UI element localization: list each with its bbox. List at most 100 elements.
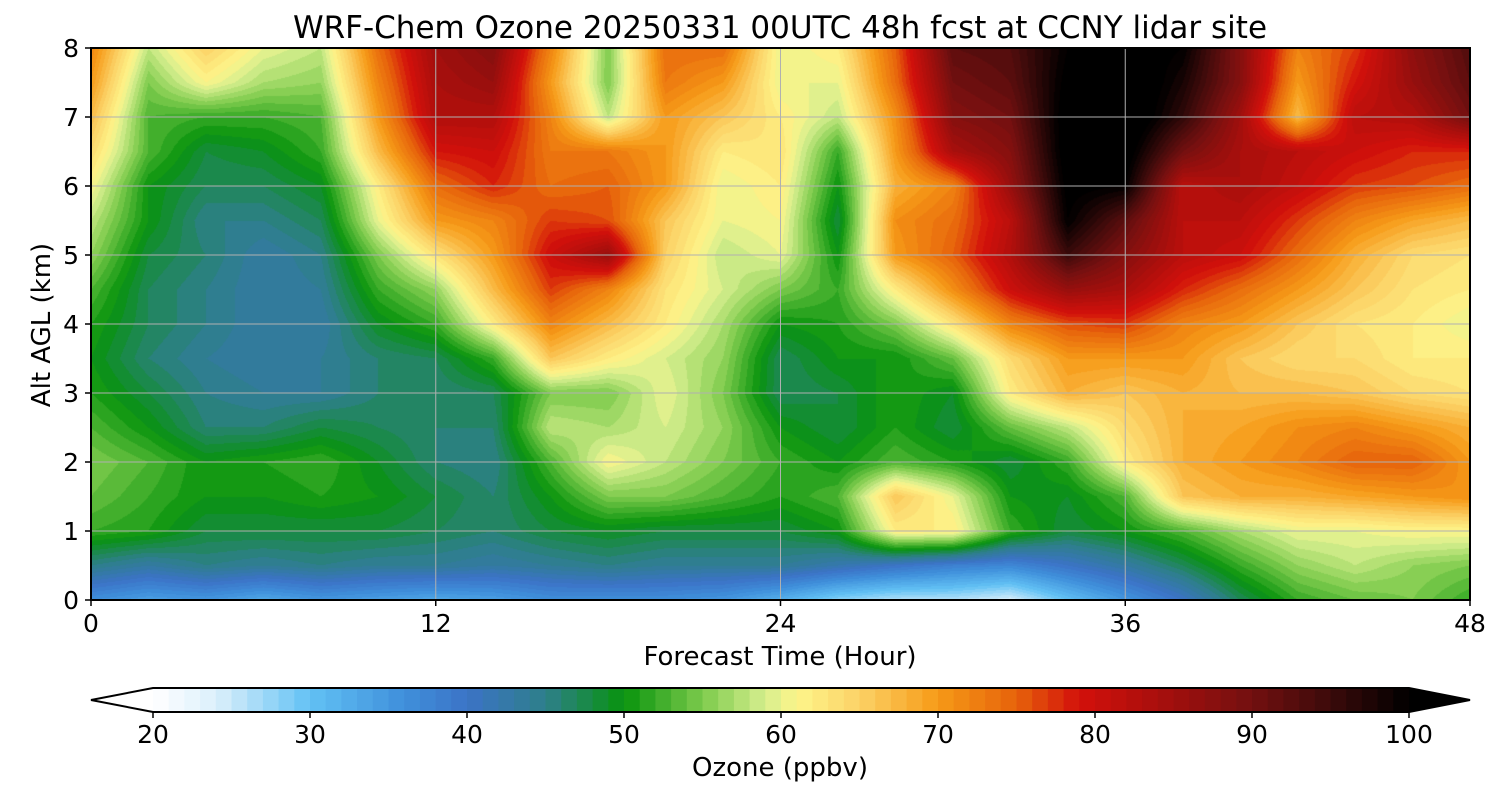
y-tick-label: 2 — [63, 448, 79, 477]
colorbar-segment — [153, 688, 170, 712]
colorbar-segment — [796, 688, 813, 712]
colorbar-tick-label: 40 — [451, 720, 483, 749]
colorbar-segment — [686, 688, 704, 712]
colorbar-segment — [1189, 688, 1206, 712]
colorbar-segment — [1361, 688, 1379, 712]
colorbar-tick-label: 100 — [1385, 720, 1433, 749]
y-tick-label: 1 — [63, 517, 79, 546]
colorbar-segment — [404, 688, 421, 712]
colorbar-segment — [969, 688, 986, 712]
colorbar-segment — [1000, 688, 1018, 712]
colorbar-segment — [1204, 688, 1222, 712]
colorbar-segment — [1126, 688, 1143, 712]
colorbar-tick-label: 30 — [294, 720, 326, 749]
colorbar-segment — [215, 688, 233, 712]
colorbar-segment — [1283, 688, 1300, 712]
colorbar-segment — [1252, 688, 1269, 712]
y-tick-label: 7 — [63, 103, 79, 132]
colorbar-segment — [357, 688, 374, 712]
colorbar-segment — [765, 688, 782, 712]
colorbar-segment — [1236, 688, 1253, 712]
y-tick-label: 0 — [63, 586, 79, 615]
colorbar-segment — [608, 688, 625, 712]
colorbar-segment — [843, 688, 861, 712]
x-tick-label: 48 — [1454, 609, 1486, 638]
x-tick-label: 24 — [765, 609, 797, 638]
x-tick-label: 36 — [1109, 609, 1141, 638]
colorbar-segment — [247, 688, 264, 712]
colorbar-segment — [922, 688, 939, 712]
colorbar-segment — [890, 688, 908, 712]
colorbar-segment — [514, 688, 531, 712]
colorbar-segment — [733, 688, 751, 712]
colorbar-segment — [671, 688, 688, 712]
colorbar-segment — [419, 688, 437, 712]
colorbar-segment — [325, 688, 342, 712]
colorbar: 20 30 40 50 60 70 80 90 100 — [90, 687, 1471, 749]
colorbar-segment — [467, 688, 484, 712]
colorbar-segment — [938, 688, 955, 712]
colorbar-segment — [639, 688, 656, 712]
colorbar-tick-label: 60 — [765, 720, 797, 749]
colorbar-segment — [828, 688, 845, 712]
colorbar-extend-max — [1409, 688, 1470, 712]
colorbar-label: Ozone (ppbv) — [692, 753, 868, 783]
colorbar-tick-label: 80 — [1079, 720, 1111, 749]
colorbar-segment — [451, 688, 468, 712]
colorbar-segment — [1299, 688, 1316, 712]
colorbar-segment — [184, 688, 201, 712]
x-tick-label: 12 — [420, 609, 452, 638]
colorbar-segment — [168, 688, 185, 712]
y-tick-label: 5 — [63, 241, 79, 270]
colorbar-segment — [576, 688, 594, 712]
colorbar-segment — [718, 688, 735, 712]
colorbar-segment — [231, 688, 248, 712]
y-tick-label: 3 — [63, 379, 79, 408]
colorbar-segment — [200, 688, 217, 712]
colorbar-segment — [1016, 688, 1033, 712]
colorbar-segment — [1157, 688, 1175, 712]
colorbar-segment — [1393, 688, 1410, 712]
y-tick-label: 4 — [63, 310, 79, 339]
colorbar-segment — [1110, 688, 1127, 712]
colorbar-segment — [1377, 688, 1394, 712]
colorbar-segment — [953, 688, 970, 712]
y-tick-label: 6 — [63, 172, 79, 201]
colorbar-segment — [1220, 688, 1237, 712]
colorbar-segment — [529, 688, 547, 712]
colorbar-segment — [875, 688, 892, 712]
colorbar-segment — [1063, 688, 1080, 712]
colorbar-tick-label: 20 — [137, 720, 169, 749]
colorbar-segment — [1346, 688, 1363, 712]
colorbar-tick-label: 90 — [1236, 720, 1268, 749]
colorbar-segment — [388, 688, 405, 712]
colorbar-segment — [702, 688, 719, 712]
chart-title: WRF-Chem Ozone 20250331 00UTC 48h fcst a… — [293, 10, 1267, 46]
colorbar-segment — [1314, 688, 1332, 712]
colorbar-segment — [749, 688, 766, 712]
colorbar-segment — [482, 688, 499, 712]
colorbar-segment — [545, 688, 562, 712]
colorbar-segment — [1330, 688, 1347, 712]
colorbar-segment — [372, 688, 390, 712]
colorbar-segment — [435, 688, 452, 712]
colorbar-segment — [906, 688, 923, 712]
colorbar-segment — [341, 688, 358, 712]
colorbar-segment — [561, 688, 578, 712]
colorbar-segment — [294, 688, 311, 712]
colorbar-segment — [781, 688, 798, 712]
y-axis-label: Alt AGL (km) — [27, 243, 57, 407]
colorbar-segment — [310, 688, 327, 712]
y-tick-label: 8 — [63, 34, 79, 63]
colorbar-segment — [624, 688, 641, 712]
x-axis-label: Forecast Time (Hour) — [643, 642, 916, 672]
colorbar-tick-label: 70 — [922, 720, 954, 749]
colorbar-tick-label: 50 — [608, 720, 640, 749]
colorbar-segment — [1047, 688, 1065, 712]
colorbar-extend-min — [91, 688, 153, 712]
colorbar-segment — [1267, 688, 1284, 712]
colorbar-segment — [1079, 688, 1096, 712]
colorbar-segment — [278, 688, 295, 712]
x-tick-label: 0 — [83, 609, 99, 638]
